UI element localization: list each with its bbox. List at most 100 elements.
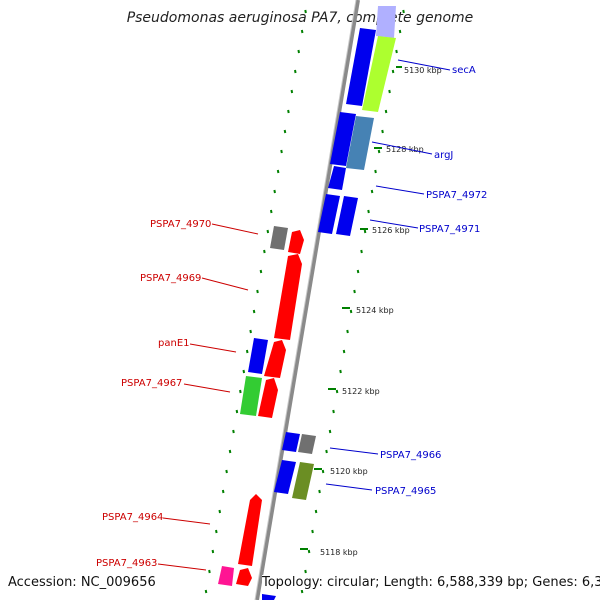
outer-dot: [314, 509, 318, 514]
gene-features: [218, 6, 396, 600]
inner-dot: [249, 329, 252, 334]
gene-4970-red: [288, 230, 304, 254]
inner-dot: [235, 409, 239, 414]
leader-4971: [369, 219, 419, 229]
gene-4966-blue: [282, 432, 300, 452]
inner-dot: [256, 289, 259, 294]
inner-dot: [280, 149, 283, 154]
gene-argj-blue: [330, 112, 356, 166]
outer-dot: [391, 69, 395, 74]
inner-dot: [242, 369, 246, 374]
outer-dot: [395, 49, 398, 54]
gene-4967-red: [258, 378, 278, 418]
inner-dot: [215, 529, 218, 534]
gene-4969-red: [274, 254, 302, 340]
outer-dot: [339, 369, 342, 374]
inner-dot: [218, 509, 222, 514]
leader-4965: [325, 483, 373, 491]
gene-label-4966[interactable]: PSPA7_4966: [380, 450, 441, 461]
leader-4966: [329, 447, 379, 455]
gene-label-4972[interactable]: PSPA7_4972: [426, 190, 487, 201]
gene-4965-blue: [274, 460, 296, 494]
gene-4963-magenta: [218, 566, 234, 586]
gene-label-4967[interactable]: PSPA7_4967: [121, 378, 182, 389]
gene-4964-red: [238, 494, 262, 566]
inner-dot: [228, 449, 232, 454]
outer-dot: [353, 289, 356, 294]
inner-dot: [263, 249, 266, 254]
gene-4971-blue-a: [318, 194, 340, 234]
scale-label-5118: 5118 kbp: [320, 548, 358, 557]
inner-dot: [269, 209, 273, 214]
inner-dotted-line: [204, 9, 307, 594]
inner-dot: [211, 549, 215, 554]
inner-dot: [252, 309, 256, 314]
outer-dotted-line: [300, 9, 405, 594]
outer-dot: [311, 529, 314, 534]
outer-dot: [377, 149, 381, 154]
outer-dot: [360, 249, 363, 254]
gene-label-4971[interactable]: PSPA7_4971: [419, 224, 480, 235]
leader-argj: [371, 141, 433, 155]
gene-label-4964[interactable]: PSPA7_4964: [102, 512, 163, 523]
leader-seca: [397, 59, 451, 71]
outer-dot: [367, 209, 370, 214]
inner-dot: [273, 189, 276, 194]
accession-label: Accession: NC_009656: [8, 575, 158, 590]
gene-bottom-blue: [262, 594, 276, 600]
outer-dot: [374, 169, 377, 174]
outer-dot: [300, 589, 304, 594]
gene-label-4963[interactable]: PSPA7_4963: [96, 558, 157, 569]
gene-argj-steel: [346, 116, 374, 170]
inner-dot: [266, 229, 270, 234]
right-gene-labels: secA argJ PSPA7_4972 PSPA7_4971 PSPA7_49…: [325, 59, 487, 497]
gene-seca-lime: [362, 36, 396, 112]
gene-label-seca[interactable]: secA: [452, 65, 476, 76]
outer-dot: [332, 409, 335, 414]
gene-seca-shape: [376, 6, 396, 38]
outer-dot: [370, 189, 374, 194]
inner-dot: [283, 129, 287, 134]
genome-backbone-highlight: [254, 0, 357, 600]
scale-ticks: 5130 kbp 5128 kbp 5126 kbp 5124 kbp 5122…: [300, 66, 442, 557]
leader-4972: [375, 185, 425, 195]
inner-dot: [208, 569, 211, 574]
inner-dot: [221, 489, 225, 494]
scale-label-5126: 5126 kbp: [372, 226, 410, 235]
outer-dot: [335, 389, 339, 394]
inner-dot: [290, 89, 294, 94]
left-gene-labels: PSPA7_4970 PSPA7_4969 panE1 PSPA7_4967 P…: [96, 219, 259, 571]
gene-label-4969[interactable]: PSPA7_4969: [140, 273, 201, 284]
gene-label-4970[interactable]: PSPA7_4970: [150, 219, 211, 230]
topology-label: Topology: circular; Length: 6,588,339 bp…: [262, 575, 600, 590]
scale-label-5122: 5122 kbp: [342, 387, 380, 396]
leader-4967: [183, 383, 231, 393]
outer-dot: [402, 9, 405, 14]
leader-4964: [162, 517, 211, 525]
inner-dot: [259, 269, 263, 274]
scale-label-5124: 5124 kbp: [356, 306, 394, 315]
leader-4970: [211, 223, 259, 235]
gene-label-argj[interactable]: argJ: [434, 150, 453, 161]
gene-label-4965[interactable]: PSPA7_4965: [375, 486, 436, 497]
gene-4966-gray: [298, 434, 316, 454]
outer-dot: [356, 269, 360, 274]
outer-dot: [346, 329, 349, 334]
inner-dot: [297, 49, 300, 54]
inner-dot: [287, 109, 290, 114]
inner-dot: [300, 29, 304, 34]
outer-dot: [321, 469, 325, 474]
outer-dot: [388, 89, 391, 94]
outer-dot: [349, 309, 353, 314]
outer-dot: [318, 489, 321, 494]
gene-4963-red: [236, 568, 252, 586]
scale-label-5128: 5128 kbp: [386, 145, 424, 154]
gene-label-pane1[interactable]: panE1: [158, 338, 190, 349]
gene-pane1-blue: [248, 338, 268, 374]
gene-seca-blue: [346, 28, 376, 106]
gene-4971-blue-b: [336, 196, 358, 236]
gene-4965-olive: [292, 462, 314, 500]
outer-dot: [398, 29, 402, 34]
inner-dot: [304, 9, 307, 14]
inner-dot: [225, 469, 228, 474]
